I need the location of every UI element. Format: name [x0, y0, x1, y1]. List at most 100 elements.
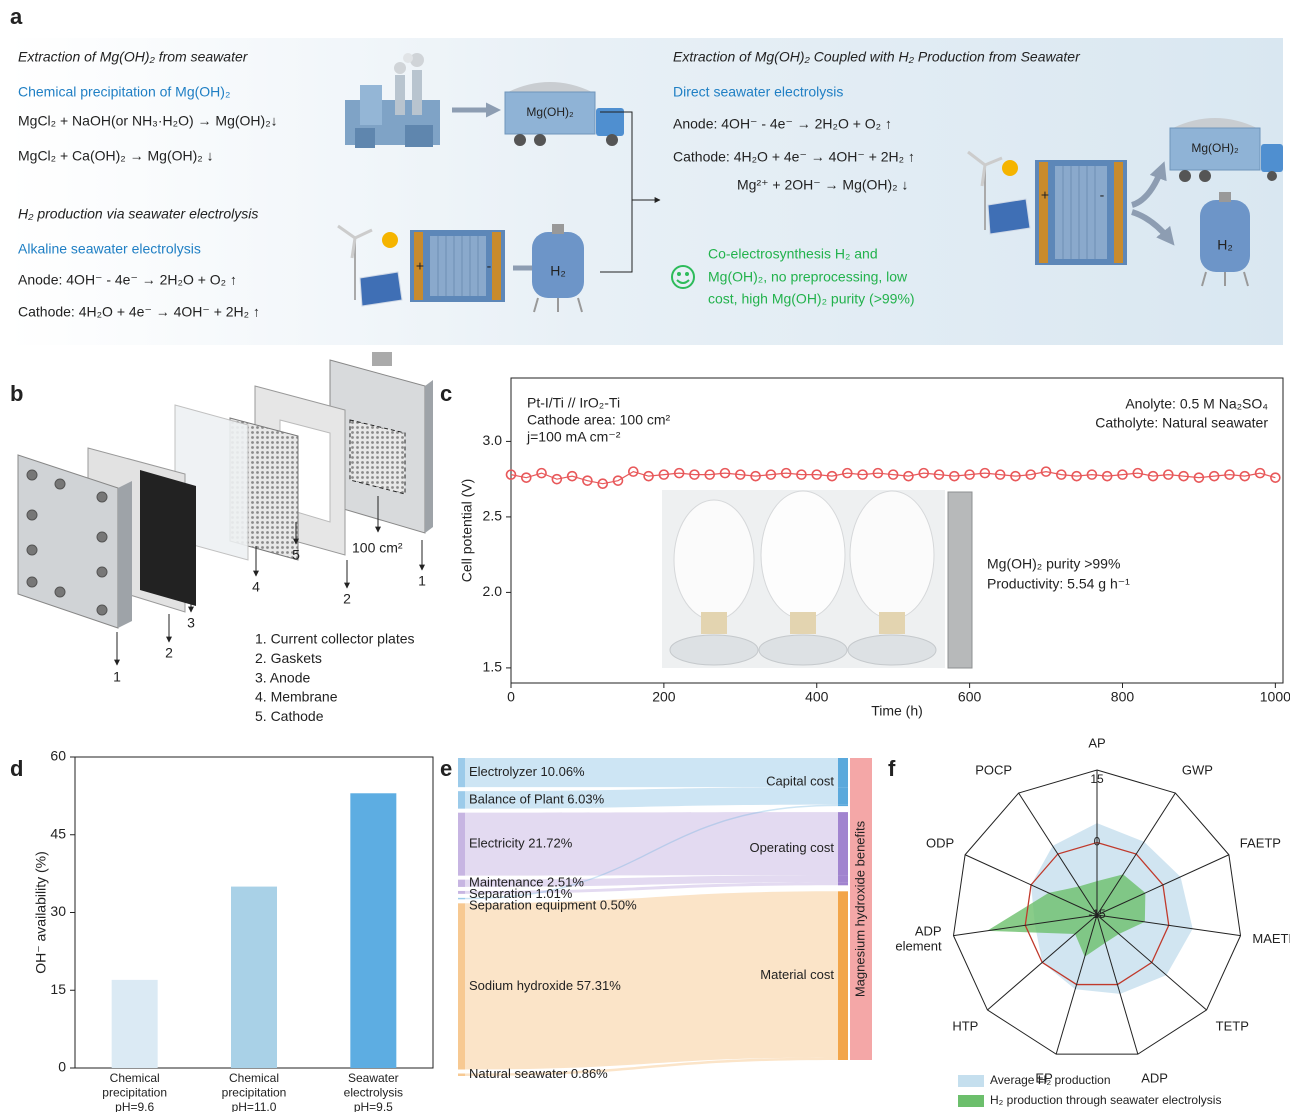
product-photo-part [850, 491, 934, 619]
legend-item: 3. Anode [255, 669, 310, 685]
axis-label: GWP [1182, 763, 1213, 778]
product-photo-part [790, 612, 816, 634]
source-node [458, 891, 465, 894]
source-node [458, 903, 465, 1069]
panel-label: f [888, 756, 896, 781]
renewable-icon-part [382, 232, 398, 248]
x-tick-label: 400 [805, 689, 829, 705]
tank-icon-part [1219, 192, 1231, 202]
stage-node-segment [838, 758, 848, 787]
equation: Cathode: 4H₂O + 4e⁻ → 4OH⁻ + 2H₂ ↑ [18, 304, 260, 320]
stage-node-segment [838, 882, 848, 885]
x-tick-label: precipitation [102, 1086, 167, 1100]
panel-a: Extraction of Mg(OH)₂ from seawater Chem… [8, 38, 1283, 345]
truck-icon-part [1261, 144, 1283, 172]
advantage-text: Co-electrosynthesis H₂ and [708, 246, 878, 262]
truck-icon-part [606, 134, 618, 146]
stage-label: Operating cost [749, 840, 834, 855]
electrolyzer-icon-part [1039, 162, 1048, 263]
x-tick-label: pH=11.0 [232, 1100, 277, 1112]
x-tick-label: Chemical [110, 1071, 160, 1085]
y-axis-label: Cell potential (V) [459, 479, 475, 583]
equation: Mg²⁺ + 2OH⁻ → Mg(OH)₂ ↓ [737, 177, 909, 193]
device-drawing-part-part [97, 492, 107, 502]
product-photo-part [701, 612, 727, 634]
y-tick-label: 3.0 [483, 432, 503, 448]
axis-label: ADP [915, 923, 942, 938]
truck-icon-part [1267, 171, 1277, 181]
stage-node-segment [838, 805, 848, 806]
panel-label: b [10, 381, 23, 406]
callout-label: 5 [292, 547, 300, 563]
axis-label: element [895, 938, 942, 953]
callout-label: 1 [418, 573, 426, 589]
product-photo-part [761, 491, 845, 619]
y-tick-label: 30 [50, 903, 66, 919]
electrolyzer-icon: + - [1035, 160, 1127, 265]
icon-label: H₂ [550, 263, 566, 279]
annotation: Cathode area: 100 cm² [527, 412, 671, 428]
icon-label: Mg(OH)₂ [1191, 141, 1239, 155]
panel-label: a [10, 4, 23, 29]
icon-label: - [487, 258, 492, 274]
source-node [458, 813, 465, 876]
legend-item: 5. Cathode [255, 708, 324, 724]
advantage-text: cost, high Mg(OH)₂ purity (>99%) [708, 291, 915, 307]
panel-label: d [10, 756, 23, 781]
legend-label: H₂ production through seawater electroly… [990, 1093, 1221, 1107]
factory-icon-part [360, 85, 382, 125]
x-tick-label: 800 [1111, 689, 1135, 705]
x-tick-label: electrolysis [344, 1086, 403, 1100]
flow-label: Sodium hydroxide 57.31% [469, 978, 621, 993]
device-drawing-part-part [27, 470, 37, 480]
y-tick-label: 60 [50, 748, 66, 764]
x-tick-label: Seawater [348, 1071, 399, 1085]
tank-icon-part [552, 224, 564, 234]
legend-swatch [958, 1095, 984, 1107]
method-title: Alkaline seawater electrolysis [18, 241, 201, 257]
callout-label: 2 [165, 645, 173, 661]
stage-label: Capital cost [766, 773, 834, 788]
legend-item: 4. Membrane [255, 689, 338, 705]
product-photo [662, 490, 972, 668]
electrolyzer-icon-part [1114, 162, 1123, 263]
truck-icon-part [534, 134, 546, 146]
legend-item: 2. Gaskets [255, 650, 322, 666]
product-photo-part [670, 635, 758, 665]
device-drawing-part-part [27, 510, 37, 520]
bar [350, 793, 396, 1068]
bar [112, 980, 158, 1068]
axis-label: POCP [975, 763, 1012, 778]
device-drawing-part-part [27, 545, 37, 555]
device-drawing-part [372, 352, 392, 366]
x-tick-label: 1000 [1260, 689, 1290, 705]
device-drawing-part [425, 380, 433, 533]
device-drawing-part-part [97, 567, 107, 577]
x-tick-label: pH=9.5 [354, 1100, 393, 1112]
figure: Extraction of Mg(OH)₂ from seawater Chem… [0, 0, 1290, 1112]
smiley-icon-part [686, 273, 688, 275]
source-node [458, 791, 465, 808]
flow-label: Separation equipment 0.50% [469, 898, 637, 913]
factory-icon-part [355, 128, 375, 148]
legend-item: 1. Current collector plates [255, 631, 415, 647]
axis-label: ADP [1141, 1071, 1168, 1086]
factory-icon-part [394, 62, 406, 74]
panel-label: e [440, 756, 452, 781]
icon-label: H₂ [1217, 237, 1233, 253]
x-tick-label: 0 [507, 689, 515, 705]
electrolyzer-icon-part [492, 232, 501, 300]
y-axis-label: OH⁻ availability (%) [33, 851, 49, 974]
method-title: Direct seawater electrolysis [673, 84, 843, 100]
scheme-title: H₂ production via seawater electrolysis [18, 206, 258, 222]
axis-label: ODP [926, 835, 954, 850]
axis-label: AP [1088, 735, 1105, 750]
x-tick-label: 600 [958, 689, 982, 705]
flow-label: Natural seawater 0.86% [469, 1066, 608, 1081]
product-photo-part [759, 635, 847, 665]
stage-node-segment [838, 1058, 848, 1060]
renewable-icon-part [360, 272, 402, 306]
annotation: Pt-I/Ti // IrO₂-Ti [527, 395, 620, 411]
scheme-title: Extraction of Mg(OH)₂ Coupled with H₂ Pr… [673, 49, 1081, 65]
flow-label: Electricity 21.72% [469, 836, 573, 851]
